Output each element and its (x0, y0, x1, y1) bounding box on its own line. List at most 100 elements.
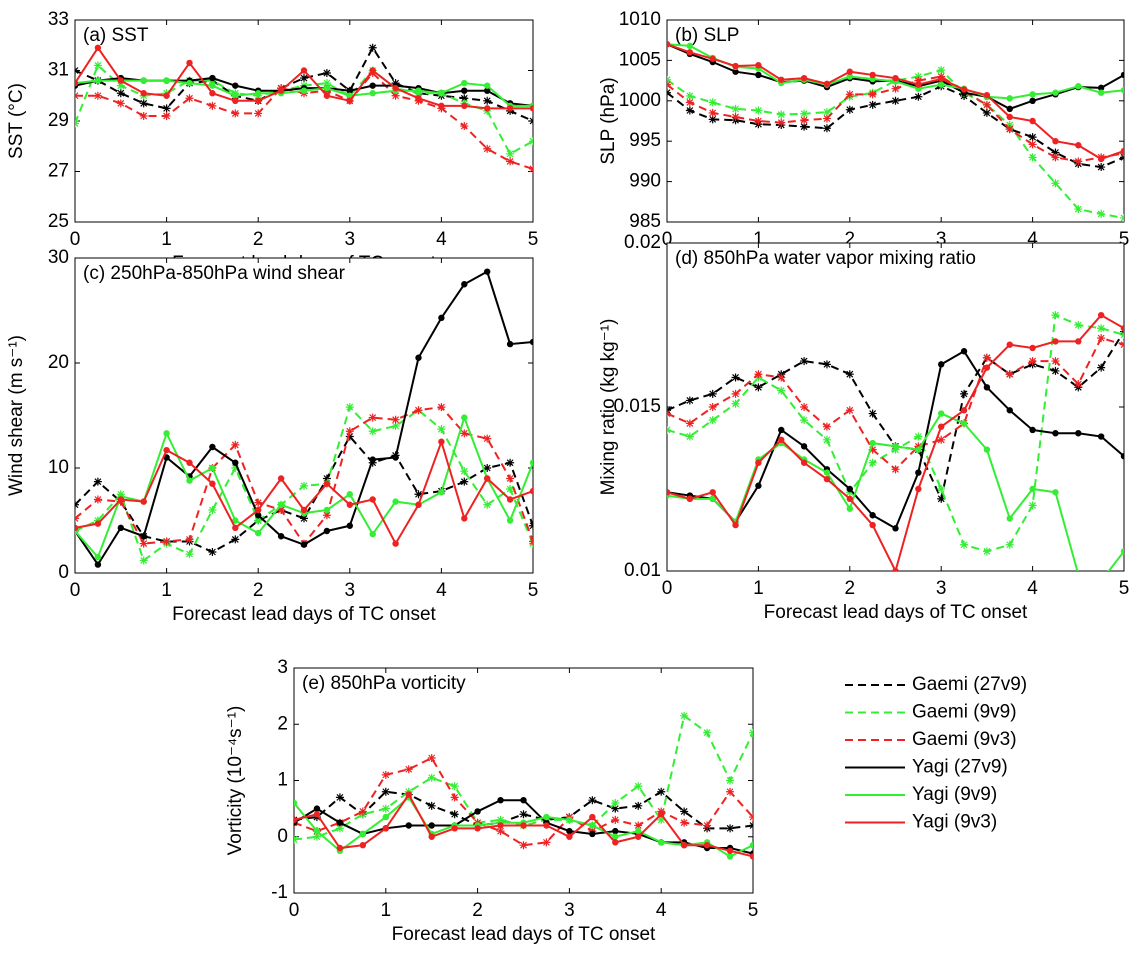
x-tick-label: 5 (528, 580, 539, 601)
star-marker (1051, 153, 1060, 162)
star-marker (139, 556, 148, 565)
star-marker (75, 119, 79, 128)
series-line (667, 68, 1124, 219)
star-marker (1120, 330, 1124, 339)
legend-label: Yagi (27v9) (912, 757, 1008, 778)
dot-marker (703, 841, 711, 849)
dot-marker (346, 97, 353, 105)
star-marker (427, 773, 436, 782)
dot-marker (382, 813, 389, 821)
y-axis-label: Mixing ratio (kg kg⁻¹) (598, 319, 619, 496)
dot-marker (869, 439, 876, 447)
dot-marker (1052, 89, 1059, 96)
star-marker (749, 821, 753, 830)
dot-marker (726, 847, 734, 855)
series-group (667, 311, 1124, 571)
dot-marker (732, 68, 739, 75)
dot-marker (232, 524, 239, 532)
dot-marker (915, 469, 922, 476)
dot-marker (869, 512, 876, 519)
dot-marker (323, 527, 331, 535)
x-tick-label: 3 (564, 900, 575, 921)
star-marker (460, 94, 469, 103)
legend-label: Yagi (9v9) (912, 784, 997, 805)
star-marker (208, 548, 217, 556)
x-tick-label: 3 (936, 229, 947, 250)
dot-marker (438, 314, 445, 322)
dot-marker (300, 87, 308, 94)
dot-marker (438, 102, 445, 110)
y-axis-label: Wind shear (m s⁻¹) (6, 335, 27, 496)
dot-marker (566, 833, 573, 840)
star-marker (845, 370, 854, 379)
star-marker (754, 383, 763, 392)
dot-marker (438, 438, 445, 445)
dot-marker (1075, 83, 1082, 90)
dot-marker (589, 830, 596, 838)
dot-marker (277, 87, 285, 94)
legend-label: Gaemi (27v9) (912, 674, 1027, 695)
star-marker (231, 109, 240, 118)
star-marker (529, 521, 533, 530)
dot-marker (294, 799, 298, 807)
star-marker (685, 432, 694, 441)
series-group (75, 43, 533, 173)
dot-marker (915, 485, 922, 493)
dot-marker (94, 77, 102, 84)
dot-marker (255, 529, 262, 537)
legend-label: Yagi (9v3) (912, 812, 997, 833)
dot-marker (346, 491, 353, 498)
dot-marker (1052, 338, 1059, 345)
y-tick-label: 27 (48, 161, 69, 182)
dot-marker (892, 525, 899, 532)
dot-marker (726, 853, 734, 860)
y-tick-label: 30 (48, 247, 69, 268)
dot-marker (658, 811, 665, 818)
star-marker (777, 118, 786, 127)
dot-marker (369, 67, 376, 74)
star-marker (937, 494, 946, 503)
dot-marker (755, 459, 762, 466)
star-marker (754, 370, 763, 379)
x-tick-label: 2 (253, 229, 264, 250)
x-tick-label: 4 (436, 580, 447, 601)
dot-marker (915, 81, 922, 88)
dot-marker (506, 340, 514, 348)
dot-marker (892, 443, 899, 450)
dot-marker (1006, 113, 1013, 121)
star-marker (450, 793, 459, 802)
dot-marker (1075, 142, 1082, 149)
dot-marker (635, 827, 642, 835)
dot-marker (346, 87, 353, 94)
legend-label: Gaemi (9v3) (912, 729, 1017, 750)
star-marker (749, 813, 753, 822)
dot-marker (635, 833, 642, 840)
star-marker (777, 373, 786, 382)
star-marker (208, 101, 217, 110)
dot-marker (1029, 97, 1036, 105)
star-marker (231, 464, 240, 472)
star-marker (506, 485, 515, 493)
dot-marker (415, 87, 422, 94)
star-marker (93, 91, 102, 100)
star-marker (731, 373, 740, 382)
star-marker (777, 386, 786, 395)
star-marker (460, 467, 469, 476)
dot-marker (1097, 433, 1105, 440)
dot-marker (438, 488, 445, 496)
star-marker (982, 108, 991, 117)
dot-marker (755, 71, 762, 79)
star-marker (294, 835, 298, 844)
star-marker (506, 458, 515, 467)
star-marker (845, 488, 854, 497)
dot-marker (255, 512, 262, 519)
dot-marker (369, 530, 376, 538)
dot-marker (484, 268, 491, 275)
star-marker (93, 61, 102, 70)
star-marker (322, 511, 331, 520)
star-marker (914, 432, 923, 441)
star-marker (667, 409, 671, 418)
star-marker (891, 96, 900, 105)
x-axis-label: Forecast lead days of TC onset (764, 602, 1028, 623)
